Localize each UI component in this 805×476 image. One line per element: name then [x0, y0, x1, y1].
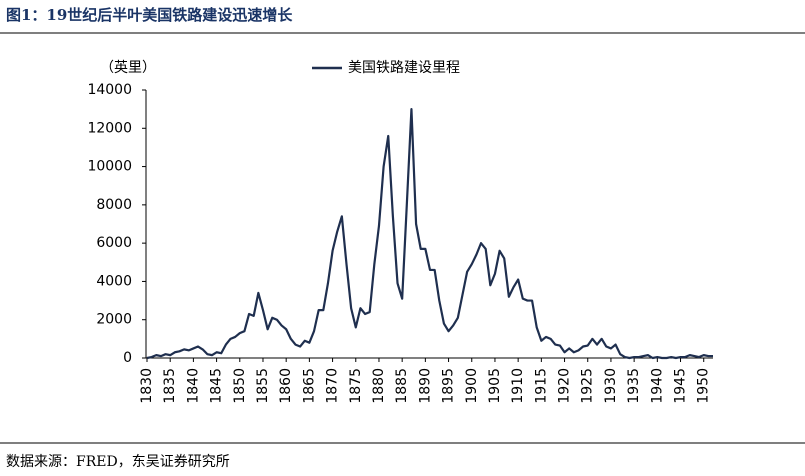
y-tick-label: 0 [123, 350, 132, 366]
x-tick-label: 1885 [394, 368, 410, 404]
x-tick-label: 1855 [255, 368, 271, 404]
x-tick-label: 1920 [557, 368, 573, 404]
x-tick-label: 1910 [510, 368, 526, 404]
x-tick-label: 1860 [278, 368, 294, 404]
x-tick-label: 1830 [139, 368, 155, 404]
x-tick-label: 1845 [209, 368, 225, 404]
x-tick-label: 1900 [464, 368, 480, 404]
y-tick-label: 8000 [96, 197, 132, 213]
y-tick-label: 14000 [87, 82, 132, 98]
y-tick-label: 10000 [87, 159, 132, 175]
x-tick-label: 1915 [533, 368, 549, 404]
legend-label: 美国铁路建设里程 [348, 60, 460, 76]
x-tick-label: 1850 [232, 368, 248, 404]
x-tick-label: 1905 [487, 368, 503, 404]
x-tick-label: 1890 [417, 368, 433, 404]
x-tick-label: 1840 [185, 368, 201, 404]
x-tick-label: 1875 [348, 368, 364, 404]
y-axis-label: （英里） [100, 59, 156, 76]
y-tick-label: 2000 [96, 312, 132, 328]
x-tick-label: 1950 [696, 368, 712, 404]
x-tick-label: 1940 [649, 368, 665, 404]
source: 数据来源：FRED，东吴证券研究所 [6, 454, 230, 470]
chart-title: 图1：19世纪后半叶美国铁路建设迅速增长 [6, 6, 293, 24]
x-tick-label: 1925 [580, 368, 596, 404]
y-tick-label: 6000 [96, 235, 132, 251]
x-tick-label: 1930 [603, 368, 619, 404]
x-tick-label: 1880 [371, 368, 387, 404]
x-tick-label: 1895 [441, 368, 457, 404]
x-tick-label: 1870 [325, 368, 341, 404]
line-series [146, 108, 713, 360]
y-tick-label: 12000 [87, 120, 132, 136]
x-tick-label: 1945 [673, 368, 689, 404]
x-tick-label: 1865 [301, 368, 317, 404]
x-tick-label: 1835 [162, 368, 178, 404]
y-tick-label: 4000 [96, 273, 132, 289]
x-tick-label: 1935 [626, 368, 642, 404]
